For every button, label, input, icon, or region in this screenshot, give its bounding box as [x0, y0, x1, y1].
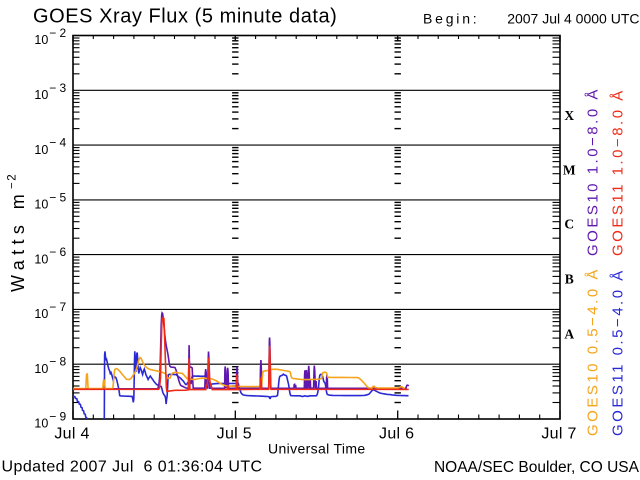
svg-text:10: 10 [34, 88, 48, 102]
svg-text:Begin:: Begin: [423, 10, 480, 26]
svg-text:Jul 4: Jul 4 [54, 426, 89, 443]
svg-text:B: B [565, 272, 574, 287]
svg-text:−9: −9 [49, 410, 69, 424]
svg-text:10: 10 [34, 143, 48, 157]
svg-text:GOES11 0.5−4.0 Å: GOES11 0.5−4.0 Å [609, 268, 626, 436]
svg-text:10: 10 [34, 198, 48, 212]
svg-text:10: 10 [34, 417, 48, 431]
svg-text:NOAA/SEC Boulder, CO USA: NOAA/SEC Boulder, CO USA [434, 459, 640, 476]
svg-text:Jul 6: Jul 6 [379, 426, 414, 443]
svg-text:Watts m: Watts m [8, 189, 28, 292]
svg-text:C: C [564, 216, 574, 231]
svg-text:GOES Xray Flux (5 minute data): GOES Xray Flux (5 minute data) [33, 6, 337, 28]
svg-text:−5: −5 [49, 190, 69, 204]
svg-text:−2: −2 [49, 26, 69, 40]
svg-text:10: 10 [34, 252, 48, 266]
svg-text:−4: −4 [49, 136, 69, 150]
svg-text:10: 10 [34, 362, 48, 376]
svg-text:Jul 7: Jul 7 [541, 426, 576, 443]
svg-text:−6: −6 [49, 245, 69, 259]
svg-text:−7: −7 [49, 300, 69, 314]
svg-text:A: A [564, 327, 574, 342]
svg-text:M: M [563, 163, 576, 178]
svg-text:X: X [564, 108, 574, 123]
svg-text:−3: −3 [49, 81, 69, 95]
svg-text:Updated 2007 Jul 6 01:36:04 U: Updated 2007 Jul 6 01:36:04 UTC [2, 459, 263, 476]
svg-text:10: 10 [34, 33, 48, 47]
svg-text:GOES11 1.0−8.0 Å: GOES11 1.0−8.0 Å [609, 88, 626, 256]
svg-text:GOES10 0.5−4.0 Å: GOES10 0.5−4.0 Å [584, 267, 601, 436]
svg-text:Jul 5: Jul 5 [217, 426, 252, 443]
svg-text:10: 10 [34, 307, 48, 321]
svg-text:−2: −2 [7, 173, 19, 189]
svg-text:2007 Jul 4 0000 UTC: 2007 Jul 4 0000 UTC [507, 10, 639, 26]
svg-text:Universal Time: Universal Time [268, 441, 365, 457]
svg-text:−8: −8 [49, 355, 69, 369]
svg-text:GOES10 1.0−8.0 Å: GOES10 1.0−8.0 Å [584, 87, 601, 256]
